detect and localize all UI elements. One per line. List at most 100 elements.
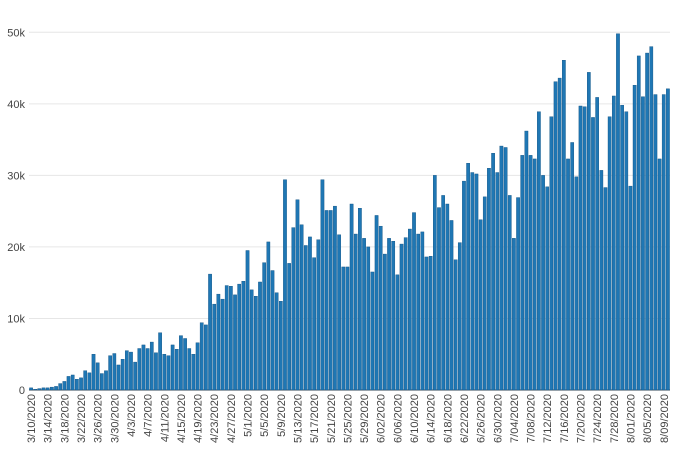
bar[interactable] — [387, 238, 391, 391]
bar[interactable] — [162, 354, 167, 391]
bar[interactable] — [370, 271, 375, 391]
bar[interactable] — [470, 172, 475, 391]
bar[interactable] — [279, 301, 283, 391]
bar[interactable] — [457, 242, 462, 391]
bar[interactable] — [291, 227, 296, 391]
bar[interactable] — [482, 196, 487, 391]
bar[interactable] — [632, 85, 637, 391]
bar[interactable] — [570, 142, 575, 391]
bar[interactable] — [245, 250, 250, 391]
bar[interactable] — [262, 262, 266, 391]
bar[interactable] — [557, 77, 562, 391]
bar[interactable] — [349, 203, 354, 391]
bar[interactable] — [374, 215, 379, 391]
bar[interactable] — [104, 370, 108, 391]
bar[interactable] — [66, 376, 71, 391]
bar[interactable] — [166, 355, 171, 391]
bar[interactable] — [466, 163, 470, 391]
bar[interactable] — [133, 361, 137, 391]
bar[interactable] — [412, 212, 416, 391]
bar[interactable] — [75, 379, 79, 391]
bar[interactable] — [179, 335, 183, 391]
bar[interactable] — [395, 274, 400, 391]
bar[interactable] — [516, 197, 520, 391]
bar[interactable] — [112, 353, 117, 391]
bar[interactable] — [495, 172, 500, 391]
bar[interactable] — [362, 238, 366, 391]
bar[interactable] — [611, 95, 616, 391]
bar[interactable] — [578, 105, 583, 391]
bar[interactable] — [183, 338, 187, 391]
bar[interactable] — [595, 97, 599, 391]
bar[interactable] — [312, 257, 316, 391]
bar[interactable] — [408, 228, 412, 391]
bar[interactable] — [591, 117, 595, 391]
bar[interactable] — [636, 55, 641, 391]
bar[interactable] — [391, 240, 396, 391]
bar[interactable] — [341, 266, 346, 391]
bar[interactable] — [566, 158, 570, 391]
bar[interactable] — [574, 176, 579, 391]
bar[interactable] — [587, 72, 591, 391]
bar[interactable] — [141, 344, 146, 391]
bar[interactable] — [545, 186, 550, 391]
bar[interactable] — [449, 220, 454, 391]
bar[interactable] — [33, 389, 38, 391]
bar[interactable] — [528, 155, 533, 391]
bar[interactable] — [657, 158, 662, 391]
bar[interactable] — [116, 364, 121, 391]
bar[interactable] — [233, 294, 237, 391]
bar[interactable] — [324, 210, 329, 391]
bar[interactable] — [603, 187, 608, 391]
bar[interactable] — [416, 233, 421, 391]
bar[interactable] — [158, 332, 162, 391]
bar[interactable] — [204, 324, 208, 391]
bar[interactable] — [424, 256, 429, 391]
bar[interactable] — [378, 225, 383, 391]
bar[interactable] — [100, 373, 104, 391]
bar[interactable] — [258, 281, 262, 391]
bar[interactable] — [295, 199, 300, 391]
bar[interactable] — [645, 52, 649, 391]
bar[interactable] — [191, 354, 196, 391]
bar[interactable] — [54, 386, 58, 391]
bar[interactable] — [303, 245, 308, 391]
bar[interactable] — [274, 292, 279, 391]
bar[interactable] — [37, 388, 42, 391]
bar[interactable] — [174, 349, 179, 391]
bar[interactable] — [607, 116, 612, 391]
bar[interactable] — [462, 180, 466, 391]
bar[interactable] — [83, 370, 88, 391]
bar[interactable] — [616, 33, 620, 391]
bar[interactable] — [507, 195, 512, 391]
bar[interactable] — [149, 341, 154, 391]
bar[interactable] — [445, 203, 450, 391]
bar[interactable] — [487, 168, 491, 391]
bar[interactable] — [299, 224, 304, 391]
bar[interactable] — [316, 239, 321, 391]
bar[interactable] — [154, 352, 158, 391]
bar[interactable] — [599, 170, 604, 391]
bar[interactable] — [216, 293, 221, 391]
bar[interactable] — [212, 303, 217, 391]
bar[interactable] — [620, 105, 624, 391]
bar[interactable] — [628, 185, 633, 391]
bar[interactable] — [358, 208, 362, 391]
bar[interactable] — [208, 273, 212, 391]
bar[interactable] — [50, 386, 54, 391]
bar[interactable] — [453, 259, 458, 391]
bar[interactable] — [478, 219, 483, 391]
bar[interactable] — [229, 286, 233, 391]
bar[interactable] — [582, 106, 587, 391]
bar[interactable] — [512, 238, 516, 391]
bar[interactable] — [170, 344, 175, 391]
bar[interactable] — [441, 195, 445, 391]
bar[interactable] — [58, 383, 63, 391]
bar[interactable] — [241, 281, 246, 391]
bar[interactable] — [308, 236, 312, 391]
bar[interactable] — [249, 289, 254, 391]
bar[interactable] — [95, 362, 100, 391]
bar[interactable] — [91, 354, 96, 391]
bar[interactable] — [129, 351, 133, 391]
bar[interactable] — [541, 175, 545, 391]
